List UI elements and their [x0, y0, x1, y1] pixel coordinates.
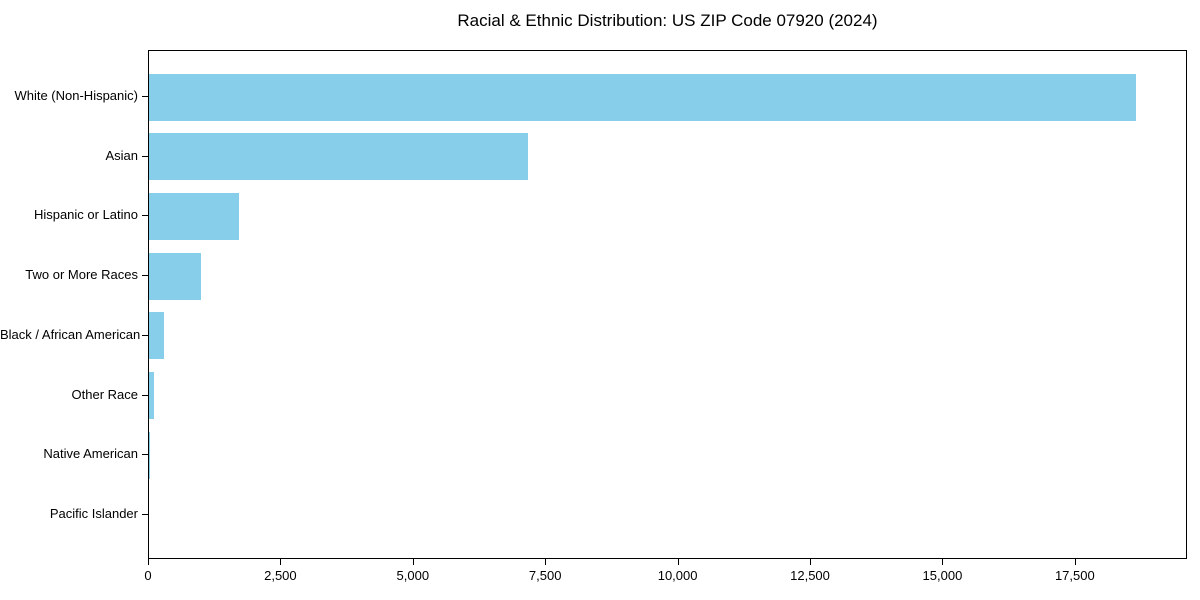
bar-hispanic-or-latino: [149, 192, 239, 240]
y-axis-tick: [142, 275, 148, 277]
plot-area: [148, 50, 1187, 559]
x-axis-tick: [942, 559, 944, 565]
x-axis-tick: [810, 559, 812, 565]
x-axis-tick: [677, 559, 679, 565]
x-axis-tick-label: 17,500: [1054, 568, 1095, 583]
x-axis-tick-label: 2,500: [264, 568, 297, 583]
y-axis-label: Two or More Races: [25, 267, 138, 283]
y-axis-label: Native American: [43, 446, 138, 462]
y-axis-label: Other Race: [71, 386, 138, 402]
bar-two-or-more-races: [149, 252, 201, 300]
x-axis-tick: [1074, 559, 1076, 565]
y-axis-label: Hispanic or Latino: [33, 207, 138, 223]
y-axis-tick: [142, 454, 148, 456]
x-axis-tick-label: 12,500: [790, 568, 830, 583]
bar-asian: [149, 133, 528, 181]
y-axis-label: Black / African American: [0, 326, 141, 342]
x-axis-tick-label: 5,000: [396, 568, 430, 583]
y-axis-tick: [142, 215, 148, 217]
y-axis-tick: [142, 334, 148, 336]
x-axis-tick-label: 15,000: [922, 568, 963, 583]
y-axis-label: Pacific Islander: [49, 506, 138, 521]
bar-black-african-american: [149, 312, 164, 360]
bar-native-american: [149, 431, 150, 479]
y-axis-tick: [142, 96, 148, 97]
x-axis-tick-label: 0: [144, 568, 152, 583]
y-axis-tick: [142, 514, 148, 515]
y-axis-label: Asian: [105, 147, 138, 163]
x-axis-tick: [148, 559, 149, 565]
bar-other-race: [149, 372, 154, 420]
chart-title: Racial & Ethnic Distribution: US ZIP Cod…: [457, 11, 878, 30]
x-axis-tick: [412, 559, 414, 565]
y-axis-label: White (Non-Hispanic): [14, 88, 138, 103]
x-axis-tick-label: 7,500: [528, 568, 562, 583]
x-axis-tick: [545, 559, 547, 565]
x-axis-tick: [280, 559, 282, 565]
bar-white-non-hispanic: [149, 73, 1136, 121]
y-axis-tick: [142, 394, 148, 396]
x-axis-tick-label: 10,000: [657, 568, 698, 583]
y-axis-tick: [142, 155, 148, 157]
